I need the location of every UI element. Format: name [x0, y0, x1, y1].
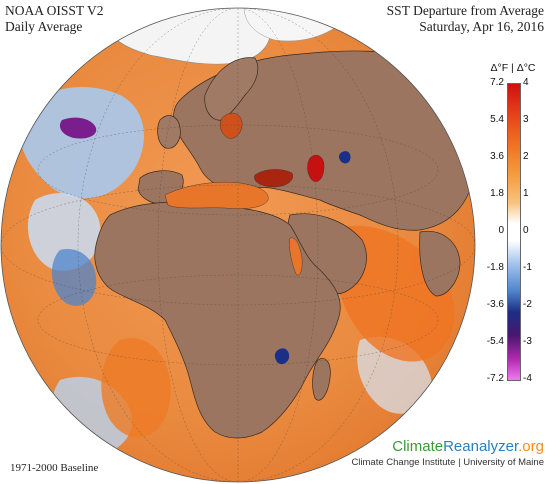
red-sea — [289, 237, 303, 276]
legend-tick-c: 3 — [523, 114, 529, 125]
brand-part-org: .org — [518, 438, 544, 455]
legend-tick-f: 5.4 — [490, 114, 504, 125]
legend-tick-f: -7.2 — [486, 373, 504, 384]
cool-anomaly-central-atlantic — [27, 193, 101, 271]
legend-tick-f: -3.6 — [486, 299, 504, 310]
legend-tick-c: 2 — [523, 151, 529, 162]
caspian-sea-hotspot — [307, 155, 325, 182]
legend-tick-f: 0 — [498, 225, 504, 236]
cool-anomaly-north-atlantic — [19, 87, 144, 199]
baseline-label: 1971-2000 Baseline — [10, 462, 99, 474]
date-label: Saturday, Apr 16, 2016 — [419, 19, 544, 34]
cool-anomaly-off-west-africa — [51, 249, 97, 306]
brand-part-climate: Climate — [392, 438, 444, 455]
legend-tick-c: 1 — [523, 188, 529, 199]
black-sea — [254, 169, 293, 188]
land-africa — [94, 201, 341, 439]
legend-tick-f: 3.6 — [490, 151, 504, 162]
legend-color-bar — [507, 83, 521, 381]
institution-label: Climate Change Institute | University of… — [351, 457, 544, 468]
legend-tick-c: 0 — [523, 225, 529, 236]
legend-tick-c: -3 — [523, 336, 532, 347]
land-british-isles — [157, 115, 181, 149]
legend-tick-f: -1.8 — [486, 262, 504, 273]
strong-cool-spot-labrador — [59, 117, 97, 139]
graticule — [1, 8, 475, 482]
brand-logo-text[interactable]: ClimateReanalyzer.org — [351, 438, 544, 455]
legend-title: Δ°F | Δ°C — [490, 62, 536, 74]
metric-title: SST Departure from Average — [386, 3, 544, 18]
legend-tick-f: 1.8 — [490, 188, 504, 199]
dataset-title: NOAA OISST V2 — [5, 3, 104, 18]
mediterranean-sea — [164, 181, 269, 209]
land-scandinavia — [204, 57, 259, 121]
legend-tick-c: -1 — [523, 262, 532, 273]
legend-tick-c: -2 — [523, 299, 532, 310]
brand-block: ClimateReanalyzer.org Climate Change Ins… — [351, 438, 544, 468]
globe-outline — [0, 7, 476, 483]
legend-tick-f: 7.2 — [490, 77, 504, 88]
land-india — [419, 230, 461, 297]
baltic-sea — [220, 112, 243, 139]
aral-sea-cool — [338, 151, 351, 164]
dataset-subtitle: Daily Average — [5, 19, 83, 34]
legend-tick-c: -4 — [523, 373, 532, 384]
color-legend: Δ°F | Δ°C 7.2 4 5.4 3 3.6 2 1.8 1 0 0 -1… — [478, 62, 548, 392]
lake-victoria-cool — [274, 348, 290, 365]
warm-anomaly-south-atlantic — [101, 338, 171, 438]
legend-tick-c: 4 — [523, 77, 529, 88]
legend-tick-f: -5.4 — [486, 336, 504, 347]
brand-part-reanalyzer: Reanalyzer — [443, 438, 519, 455]
land-madagascar — [312, 358, 331, 401]
